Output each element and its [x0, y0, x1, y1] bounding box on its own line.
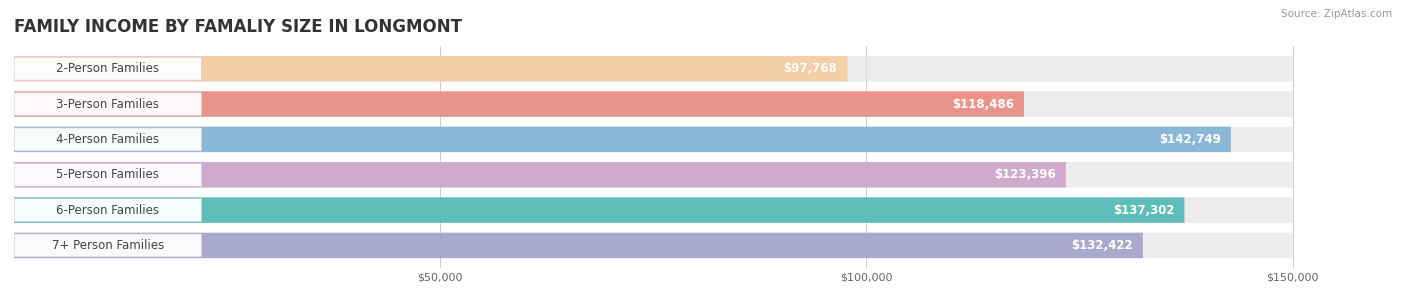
FancyBboxPatch shape — [14, 197, 1184, 223]
Text: $137,302: $137,302 — [1112, 203, 1174, 217]
FancyBboxPatch shape — [14, 57, 201, 80]
FancyBboxPatch shape — [14, 128, 201, 151]
FancyBboxPatch shape — [14, 127, 1230, 152]
Text: FAMILY INCOME BY FAMALIY SIZE IN LONGMONT: FAMILY INCOME BY FAMALIY SIZE IN LONGMON… — [14, 18, 463, 36]
FancyBboxPatch shape — [14, 91, 1024, 117]
FancyBboxPatch shape — [14, 197, 1292, 223]
Text: 4-Person Families: 4-Person Families — [56, 133, 159, 146]
Text: $142,749: $142,749 — [1159, 133, 1220, 146]
FancyBboxPatch shape — [14, 56, 848, 81]
Text: 5-Person Families: 5-Person Families — [56, 168, 159, 181]
FancyBboxPatch shape — [14, 93, 201, 116]
FancyBboxPatch shape — [14, 234, 201, 257]
FancyBboxPatch shape — [14, 162, 1066, 188]
FancyBboxPatch shape — [14, 163, 201, 186]
FancyBboxPatch shape — [14, 199, 201, 221]
FancyBboxPatch shape — [14, 233, 1292, 258]
Text: $132,422: $132,422 — [1071, 239, 1133, 252]
FancyBboxPatch shape — [14, 91, 1292, 117]
FancyBboxPatch shape — [14, 127, 1292, 152]
Text: $123,396: $123,396 — [994, 168, 1056, 181]
FancyBboxPatch shape — [14, 233, 1143, 258]
Text: 3-Person Families: 3-Person Families — [56, 98, 159, 111]
Text: 2-Person Families: 2-Person Families — [56, 62, 159, 75]
Text: $97,768: $97,768 — [783, 62, 837, 75]
Text: Source: ZipAtlas.com: Source: ZipAtlas.com — [1281, 9, 1392, 19]
FancyBboxPatch shape — [14, 56, 1292, 81]
Text: $118,486: $118,486 — [952, 98, 1014, 111]
Text: 7+ Person Families: 7+ Person Families — [52, 239, 165, 252]
Text: 6-Person Families: 6-Person Families — [56, 203, 159, 217]
FancyBboxPatch shape — [14, 162, 1292, 188]
